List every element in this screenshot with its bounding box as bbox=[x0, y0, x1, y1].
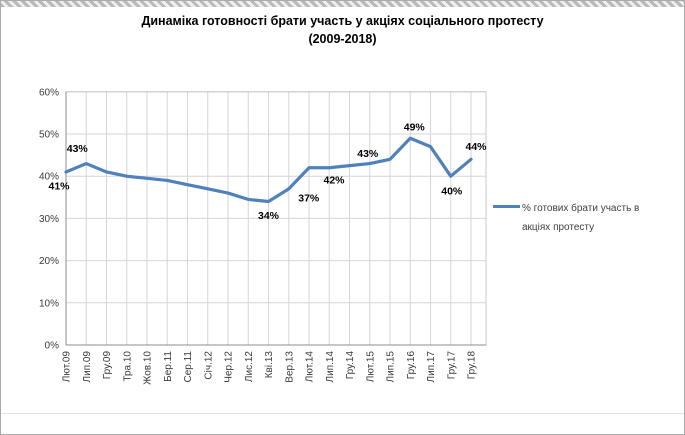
y-axis-tick-label: 20% bbox=[39, 256, 59, 267]
x-axis-tick-label: Вер.13 bbox=[284, 351, 295, 383]
x-axis-tick-label: Сер.11 bbox=[183, 351, 194, 383]
data-point-label: 42% bbox=[323, 174, 345, 186]
legend-label-line1: % готових брати участь в bbox=[522, 203, 640, 214]
legend-label-line2: акціях протесту bbox=[522, 222, 595, 233]
chart-title-line2: (2009-2018) bbox=[308, 32, 377, 47]
data-point-label: 34% bbox=[258, 210, 280, 222]
x-axis-tick-label: Лис.12 bbox=[244, 351, 255, 382]
series-line bbox=[64, 136, 473, 204]
x-axis-tick-label: Лют.15 bbox=[365, 351, 376, 383]
y-axis-tick-label: 60% bbox=[39, 87, 59, 98]
x-axis-tick-label: Гру.18 bbox=[467, 351, 478, 380]
y-axis-tick-label: 0% bbox=[45, 341, 60, 352]
x-axis-tick-label: Гру.09 bbox=[102, 351, 113, 380]
data-point-label: 43% bbox=[67, 143, 89, 155]
chart-title-line1: Динаміка готовності брати участь у акція… bbox=[141, 14, 544, 28]
data-point-label: 37% bbox=[298, 192, 320, 204]
x-axis-tick-label: Жов.10 bbox=[143, 351, 154, 385]
chart-title: Динаміка готовності брати участь у акція… bbox=[1, 12, 684, 48]
data-point-label: 49% bbox=[404, 122, 426, 134]
x-axis-tick-label: Бер.11 bbox=[163, 351, 174, 382]
x-axis-tick-label: Кві.13 bbox=[264, 351, 275, 379]
x-axis-tick-label: Гру.14 bbox=[345, 351, 356, 380]
x-axis-tick-label: Лип.15 bbox=[386, 351, 397, 383]
data-point-label: 44% bbox=[465, 141, 487, 153]
chart-bottom-divider bbox=[1, 413, 684, 414]
x-axis-tick-label: Лип.14 bbox=[325, 351, 336, 383]
x-axis-tick-label: Гру.17 bbox=[446, 351, 457, 380]
x-axis-tick-label: Лют.09 bbox=[62, 351, 73, 383]
legend: % готових брати участь в акціях протесту bbox=[493, 199, 678, 237]
data-point-label: 40% bbox=[441, 186, 463, 198]
x-axis-tick-label: Січ.12 bbox=[203, 351, 214, 380]
y-axis-tick-label: 50% bbox=[39, 130, 59, 141]
selection-hatch-border bbox=[1, 1, 684, 7]
y-axis-tick-label: 30% bbox=[39, 214, 59, 225]
x-axis-tick-label: Тра.10 bbox=[122, 351, 133, 382]
y-axis-tick-label: 40% bbox=[39, 172, 59, 183]
x-axis-tick-label: Гру.16 bbox=[406, 351, 417, 380]
x-axis-tick-label: Чер.12 bbox=[224, 351, 235, 383]
data-point-label: 41% bbox=[48, 180, 70, 192]
x-axis-tick-label: Лип.17 bbox=[426, 351, 437, 383]
legend-label: % готових брати участь в акціях протесту bbox=[522, 199, 639, 237]
legend-line-swatch-icon bbox=[493, 205, 520, 208]
x-axis-tick-label: Лип.09 bbox=[82, 351, 93, 383]
y-axis-tick-label: 10% bbox=[39, 298, 59, 309]
x-axis-tick-label: Лют.14 bbox=[305, 351, 316, 383]
data-point-label: 43% bbox=[357, 148, 379, 160]
